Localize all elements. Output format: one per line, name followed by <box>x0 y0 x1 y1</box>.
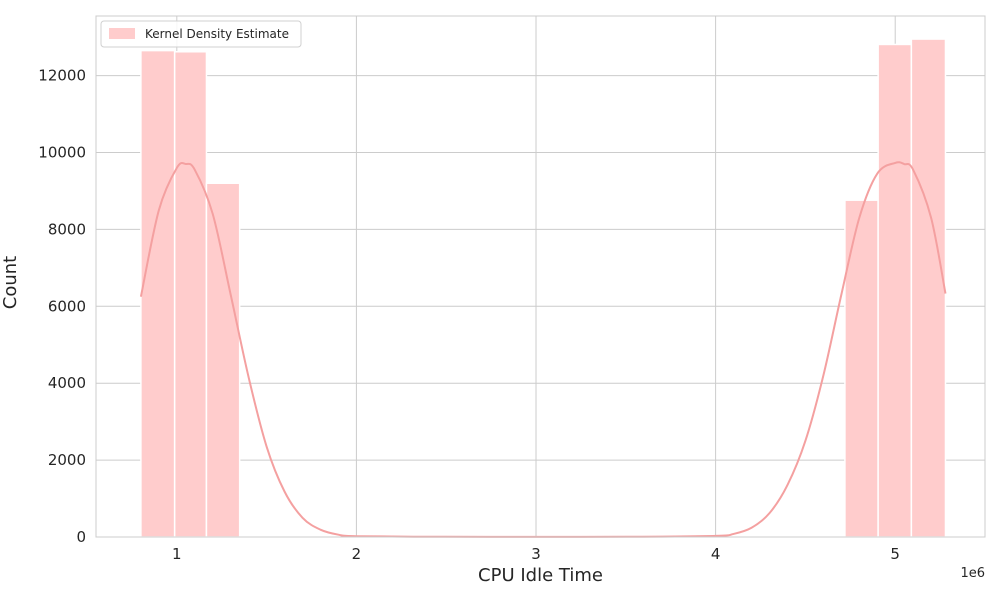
y-tick-labels: 0 2000 4000 6000 8000 10000 12000 <box>38 67 86 546</box>
histogram-bar <box>844 199 879 538</box>
legend-box <box>100 20 302 48</box>
y-tick-label: 0 <box>76 528 86 546</box>
x-tick-label: 1 <box>172 545 182 563</box>
legend: Kernel Density Estimate <box>100 20 302 48</box>
y-axis-label: Count <box>0 256 21 309</box>
histogram-bars <box>140 38 947 538</box>
histogram-bar <box>140 49 176 538</box>
histogram-bar <box>205 182 241 538</box>
grid-lines <box>96 16 985 538</box>
plot-frame <box>95 15 986 538</box>
y-tick-label: 4000 <box>48 374 86 392</box>
x-axis-offset-label: 1e6 <box>960 566 985 581</box>
legend-swatch <box>109 28 135 39</box>
y-tick-label: 6000 <box>48 297 86 315</box>
x-axis-label: CPU Idle Time <box>478 565 603 586</box>
y-tick-label: 8000 <box>48 220 86 238</box>
y-tick-label: 2000 <box>48 451 86 469</box>
histogram-bar <box>910 38 947 538</box>
histogram-bar <box>173 51 208 538</box>
y-tick-label: 10000 <box>38 143 86 161</box>
x-tick-label: 2 <box>352 545 362 563</box>
x-tick-label: 3 <box>531 545 541 563</box>
histogram-bar <box>877 43 913 538</box>
x-tick-label: 4 <box>711 545 721 563</box>
x-tick-labels: 1 2 3 4 5 <box>172 545 900 563</box>
y-tick-label: 12000 <box>38 67 86 85</box>
legend-label: Kernel Density Estimate <box>145 27 289 41</box>
x-tick-label: 5 <box>890 545 900 563</box>
